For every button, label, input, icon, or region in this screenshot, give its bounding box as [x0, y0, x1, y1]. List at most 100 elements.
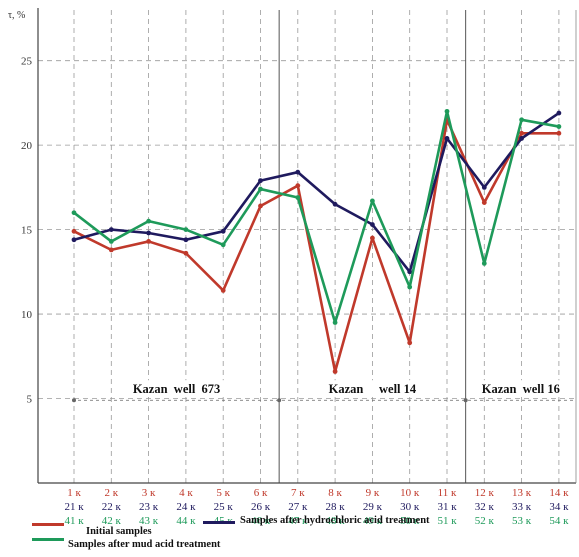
data-point: [519, 135, 524, 141]
series-line-1: [73, 111, 560, 274]
data-point: [220, 242, 226, 248]
x-tick-label: 30 к: [400, 501, 420, 513]
data-point: [407, 284, 413, 290]
y-axis-label: τ, %: [8, 10, 25, 21]
data-point: [258, 203, 263, 209]
x-tick-label: 8 к: [328, 487, 342, 499]
data-point: [295, 183, 301, 189]
x-tick-label: 50 к: [400, 515, 420, 527]
legend-initial-swatch: [32, 523, 64, 526]
data-point: [108, 247, 114, 253]
x-tick-label: 3 к: [142, 487, 156, 499]
x-tick-label: 13 к: [512, 487, 532, 499]
region-label: Kazan well 14: [329, 382, 417, 396]
x-tick-label: 29 к: [363, 501, 383, 513]
data-point: [481, 200, 487, 205]
region-label: Kazan well 673: [133, 382, 221, 396]
legend-mud-swatch: [32, 538, 64, 541]
legend-hydrochloric-label: Samples after hydrochloric acid treatmen…: [240, 515, 430, 526]
data-point: [108, 227, 114, 233]
legend-mud-label: Samples after mud acid treatment: [68, 539, 221, 550]
legend-initial-label: Initial samples: [86, 526, 152, 537]
x-tick-label: 6 к: [254, 487, 268, 499]
x-tick-label: 12 к: [475, 487, 495, 499]
data-point: [556, 130, 562, 136]
region-label-bg: [472, 380, 569, 397]
x-tick-label: 11 к: [438, 487, 457, 499]
x-tick-label: 1 к: [67, 487, 81, 499]
x-tick-label: 24 к: [176, 501, 196, 513]
data-point: [556, 124, 562, 129]
data-point: [183, 237, 189, 243]
data-point: [220, 288, 226, 293]
data-point: [332, 201, 338, 207]
x-tick-label: 5 к: [216, 487, 230, 499]
y-tick-label: 15: [21, 225, 33, 237]
data-point: [295, 195, 301, 200]
x-tick-label: 51 к: [437, 515, 457, 527]
x-tick-label: 43 к: [139, 515, 159, 527]
x-tick-label: 10 к: [400, 487, 420, 499]
data-point: [556, 110, 562, 116]
x-tick-label: 42 к: [102, 515, 122, 527]
data-point: [108, 239, 114, 244]
x-tick-label: 41 к: [64, 515, 84, 527]
x-tick-label: 14 к: [549, 487, 569, 499]
x-tick-label: 47 к: [288, 515, 308, 527]
data-point: [332, 369, 338, 374]
region-label-bg: [122, 380, 231, 397]
series-line-0: [73, 118, 559, 373]
x-tick-label: 28 к: [326, 501, 346, 513]
data-point: [183, 250, 189, 256]
region-span-marker: [72, 398, 76, 403]
y-tick-label: 25: [21, 56, 33, 68]
x-tick-label: 27 к: [288, 501, 308, 513]
x-tick-label: 23 к: [139, 501, 159, 513]
data-point: [146, 239, 152, 244]
y-tick-label: 5: [27, 394, 33, 406]
x-tick-label: 49 к: [363, 515, 383, 527]
y-tick-label: 20: [21, 140, 33, 152]
x-tick-label: 7 к: [291, 487, 305, 499]
legend-hydrochloric-swatch: [203, 521, 235, 524]
x-tick-label: 52 к: [475, 515, 495, 527]
data-point: [519, 117, 524, 123]
x-tick-label: 44 к: [176, 515, 196, 527]
x-tick-label: 31 к: [437, 501, 457, 513]
data-point: [220, 228, 226, 234]
data-point: [407, 269, 413, 275]
data-point: [444, 108, 450, 114]
x-tick-label: 2 к: [104, 487, 118, 499]
data-point: [71, 228, 77, 234]
data-point: [146, 230, 152, 236]
data-point: [444, 135, 450, 141]
x-tick-label: 4 к: [179, 487, 193, 499]
x-tick-label: 53 к: [512, 515, 532, 527]
x-tick-label: 22 к: [102, 501, 122, 513]
data-point: [258, 178, 263, 184]
x-tick-label: 9 к: [366, 487, 380, 499]
data-point: [407, 340, 413, 346]
x-tick-label: 34 к: [549, 501, 569, 513]
data-point: [481, 184, 487, 190]
data-point: [295, 169, 301, 175]
y-tick-label: 10: [21, 309, 33, 321]
x-tick-label: 33 к: [512, 501, 532, 513]
data-point: [146, 218, 152, 224]
data-point: [370, 235, 375, 241]
data-point: [71, 210, 77, 216]
x-tick-label: 32 к: [475, 501, 495, 513]
x-tick-label: 46 к: [251, 515, 271, 527]
x-tick-label: 25 к: [214, 501, 234, 513]
data-point: [370, 222, 375, 227]
data-point: [519, 130, 524, 136]
data-point: [258, 186, 263, 192]
data-point: [183, 227, 189, 233]
x-tick-label: 48 к: [326, 515, 346, 527]
x-tick-label: 54 к: [549, 515, 569, 527]
data-point: [481, 260, 487, 266]
data-point: [71, 237, 77, 243]
region-span-marker: [277, 398, 282, 403]
